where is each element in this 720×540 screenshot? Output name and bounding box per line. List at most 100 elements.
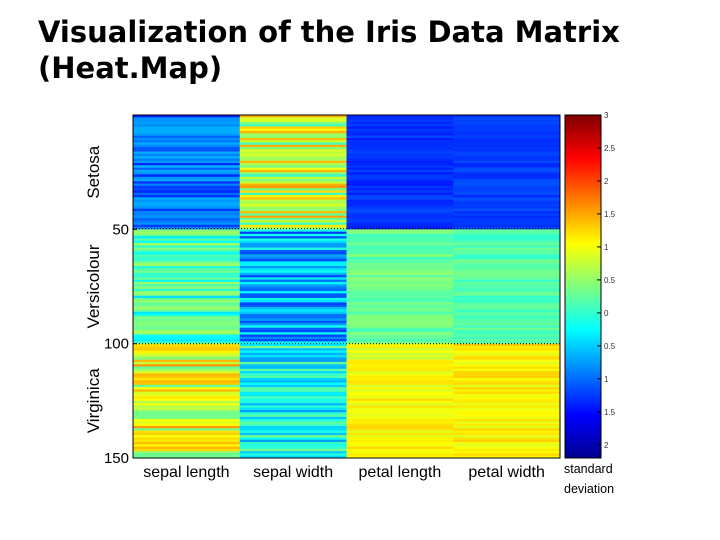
heatmap-cell	[346, 279, 454, 283]
heatmap-cell	[239, 240, 347, 244]
heatmap-cell	[346, 217, 454, 221]
heatmap-cell	[346, 124, 454, 127]
heatmap-cell	[133, 419, 241, 422]
heatmap-cell	[346, 192, 454, 196]
heatmap-cell	[346, 286, 454, 290]
heatmap-cell	[133, 309, 241, 312]
heatmap-cell	[133, 229, 241, 232]
heatmap-cell	[133, 275, 241, 278]
heatmap-cell	[346, 455, 454, 459]
heatmap-cell	[346, 158, 454, 162]
heatmap-cell	[239, 409, 347, 413]
heatmap-cell	[239, 323, 347, 326]
heatmap-cell	[453, 247, 561, 251]
heatmap-cell	[133, 444, 241, 447]
heatmap-cell	[133, 416, 241, 420]
heatmap-cell	[133, 291, 241, 294]
heatmap-cell	[453, 288, 561, 292]
heatmap-cell	[453, 380, 561, 383]
heatmap-cell	[133, 451, 241, 454]
heatmap-cell	[133, 211, 241, 214]
heatmap-cell	[133, 252, 241, 255]
heatmap-cell	[239, 174, 347, 178]
heatmap-cell	[133, 163, 241, 166]
heatmap-cell	[239, 350, 347, 354]
heatmap-cell	[346, 414, 454, 418]
heatmap-cell	[133, 231, 241, 235]
heatmap-cell	[346, 243, 454, 246]
heatmap-cell	[133, 387, 241, 390]
heatmap-cell	[133, 432, 241, 436]
heatmap-cell	[453, 206, 561, 210]
heatmap-cell	[346, 288, 454, 292]
heatmap-cell	[453, 256, 561, 260]
heatmap-cell	[133, 297, 241, 301]
heatmap-cell	[239, 311, 347, 315]
heatmap-cell	[239, 309, 347, 312]
colorbar-tick-label: 1	[604, 375, 609, 384]
heatmap-cell	[346, 179, 454, 182]
heatmap-cell	[239, 236, 347, 239]
heatmap-cell	[239, 172, 347, 175]
heatmap-cell	[239, 199, 347, 203]
heatmap-cell	[133, 256, 241, 260]
heatmap-cell	[239, 421, 347, 424]
heatmap-cell	[133, 311, 241, 315]
heatmap-cell	[453, 382, 561, 386]
heatmap-cell	[133, 240, 241, 244]
heatmap-cell	[133, 304, 241, 308]
heatmap-cell	[239, 451, 347, 454]
heatmap-cell	[133, 261, 241, 264]
y-axis-ticks: 50 100 150	[104, 221, 137, 467]
heatmap-cell	[239, 135, 347, 139]
heatmap-cell	[133, 117, 241, 120]
heatmap-cell	[239, 197, 347, 200]
heatmap-cell	[346, 339, 454, 342]
heatmap-cell	[133, 128, 241, 132]
heatmap-cell	[239, 119, 347, 123]
heatmap-cell	[346, 183, 454, 187]
heatmap-cell	[453, 297, 561, 301]
heatmap-cell	[453, 403, 561, 406]
heatmap-cell	[346, 275, 454, 278]
heatmap-cell	[453, 213, 561, 216]
heatmap-cell	[133, 176, 241, 180]
heatmap-cell	[133, 185, 241, 189]
heatmap-cell	[453, 332, 561, 335]
heatmap-cell	[346, 151, 454, 155]
heatmap-cell	[453, 384, 561, 388]
heatmap-cell	[133, 455, 241, 459]
heatmap-cell	[453, 423, 561, 427]
heatmap-cell	[239, 124, 347, 127]
heatmap-cell	[239, 343, 347, 347]
heatmap-cell	[239, 231, 347, 235]
heatmap-cell	[346, 174, 454, 178]
heatmap-cell	[453, 185, 561, 189]
heatmap-cell	[239, 291, 347, 294]
heatmap-cell	[239, 183, 347, 187]
heatmap-cell	[133, 393, 241, 397]
heatmap-cell	[453, 368, 561, 372]
heatmap-cell	[346, 211, 454, 214]
heatmap-cell	[133, 368, 241, 372]
heatmap-cell	[133, 382, 241, 386]
heatmap-cell	[453, 156, 561, 159]
column-label: sepal length	[143, 464, 229, 481]
heatmap-cell	[346, 252, 454, 255]
heatmap-cell	[239, 425, 347, 429]
heatmap-cell	[453, 409, 561, 413]
colorbar-label-line-1: standard	[564, 462, 613, 476]
heatmap-cell	[133, 254, 241, 258]
heatmap-cell	[453, 142, 561, 146]
heatmap-cell	[239, 430, 347, 434]
heatmap-cell	[346, 311, 454, 315]
heatmap-cell	[453, 350, 561, 354]
colorbar-tick-label: 0.5	[604, 276, 616, 285]
heatmap-cell	[346, 263, 454, 267]
heatmap-cell	[239, 133, 347, 136]
heatmap-cell	[239, 444, 347, 447]
colorbar	[564, 114, 602, 459]
heatmap-cell	[133, 350, 241, 354]
heatmap-cell	[133, 375, 241, 379]
heatmap-cell	[453, 311, 561, 315]
